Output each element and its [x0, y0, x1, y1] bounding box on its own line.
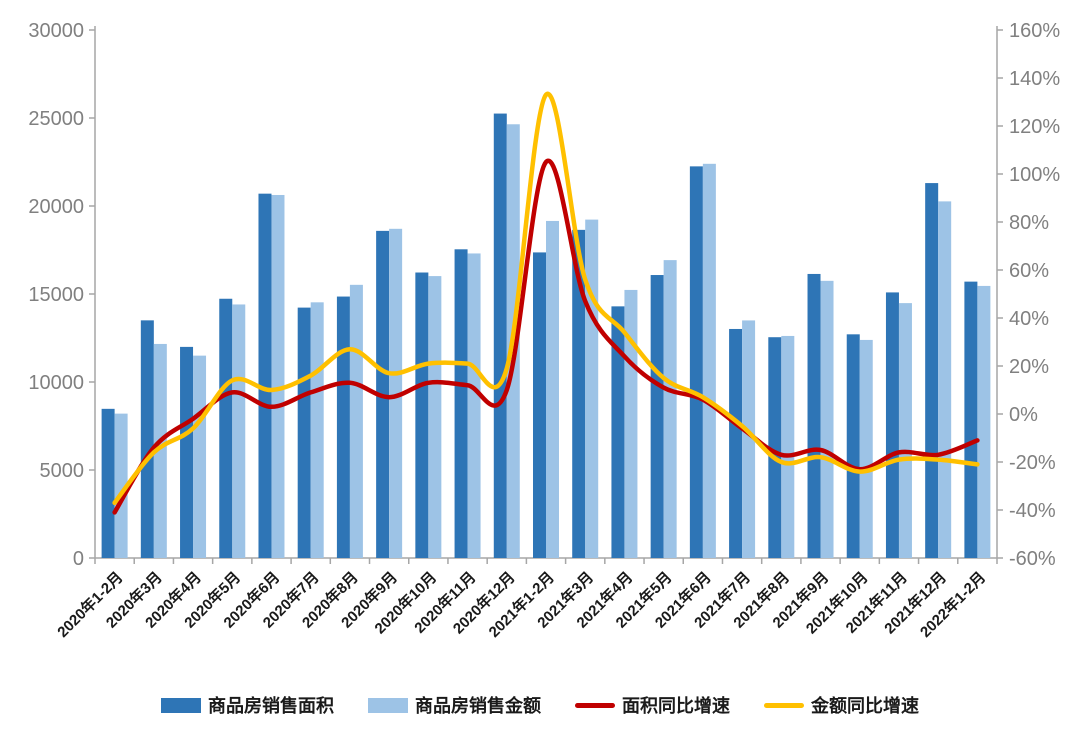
line-swatch-red-icon — [575, 702, 615, 708]
bar-sales-amount — [389, 228, 403, 558]
line-area-growth — [112, 158, 980, 515]
left-axis-tick-label: 25000 — [28, 108, 84, 130]
chart-legend: 商品房销售面积 商品房销售金额 面积同比增速 金额同比增速 — [0, 692, 1080, 718]
left-axis-tick-label: 5000 — [40, 460, 85, 482]
right-axis-tick-label: -60% — [1009, 548, 1056, 570]
right-axis-tick-label: 80% — [1009, 212, 1049, 234]
right-axis-tick-label: 120% — [1009, 116, 1060, 138]
bar-swatch-light-blue-icon — [368, 697, 408, 713]
right-axis-tick-label: 20% — [1009, 356, 1049, 378]
bar-sales-area — [729, 328, 743, 558]
left-axis-tick-label: 10000 — [28, 372, 84, 394]
bar-sales-amount — [859, 339, 873, 558]
bar-swatch-dark-blue-icon — [161, 697, 201, 713]
legend-item-sales-area: 商品房销售面积 — [161, 692, 334, 718]
legend-label: 金额同比增速 — [811, 696, 919, 716]
bar-sales-area — [454, 249, 468, 558]
legend-label: 面积同比增速 — [622, 696, 730, 716]
bar-sales-area — [219, 298, 233, 558]
bar-sales-amount — [898, 303, 912, 558]
bar-sales-area — [101, 408, 115, 558]
right-axis-tick-label: 140% — [1009, 68, 1060, 90]
bar-sales-area — [650, 275, 664, 558]
bar-sales-amount — [193, 355, 207, 558]
right-axis-tick-label: 40% — [1009, 308, 1049, 330]
bar-sales-area — [258, 193, 272, 558]
right-axis-tick-label: -40% — [1009, 500, 1056, 522]
legend-item-amount-growth: 金额同比增速 — [764, 692, 919, 718]
bar-sales-amount — [781, 335, 795, 558]
legend-item-area-growth: 面积同比增速 — [575, 692, 730, 718]
bar-sales-amount — [114, 413, 128, 558]
bar-sales-amount — [702, 163, 716, 558]
bar-sales-area — [611, 306, 625, 558]
bar-sales-area — [140, 320, 154, 558]
legend-label: 商品房销售金额 — [415, 696, 541, 716]
right-axis-tick-label: 160% — [1009, 20, 1060, 42]
bar-sales-amount — [742, 320, 756, 558]
bar-sales-area — [493, 113, 507, 559]
bar-sales-amount — [153, 343, 167, 558]
bar-sales-area — [572, 229, 586, 558]
bar-sales-area — [925, 183, 939, 559]
bar-sales-area — [964, 281, 978, 558]
bar-sales-area — [297, 307, 311, 558]
right-axis-tick-label: 100% — [1009, 164, 1060, 186]
bar-sales-area — [885, 292, 899, 558]
bar-sales-amount — [546, 220, 559, 559]
legend-label: 商品房销售面积 — [208, 696, 334, 716]
left-axis-tick-label: 0 — [73, 548, 84, 570]
line-swatch-yellow-icon — [764, 702, 804, 708]
right-axis-tick-label: 0% — [1009, 404, 1038, 426]
right-axis-tick-label: -20% — [1009, 452, 1056, 474]
legend-item-sales-amount: 商品房销售金额 — [368, 692, 541, 718]
right-axis-tick-label: 60% — [1009, 260, 1049, 282]
bar-sales-amount — [232, 304, 246, 558]
bar-sales-amount — [820, 280, 834, 558]
bar-sales-amount — [977, 285, 991, 558]
bar-sales-area — [689, 166, 703, 558]
left-axis-tick-label: 20000 — [28, 196, 84, 218]
left-axis-tick-label: 30000 — [28, 20, 84, 42]
bar-sales-amount — [310, 302, 324, 558]
bar-sales-area — [180, 346, 194, 558]
bar-sales-amount — [428, 276, 442, 558]
bar-sales-area — [846, 334, 860, 558]
bar-sales-area — [415, 272, 429, 558]
bar-sales-area — [768, 337, 782, 558]
bar-sales-amount — [624, 289, 638, 558]
line-amount-growth — [112, 91, 980, 506]
bar-sales-amount — [585, 219, 599, 558]
bar-sales-amount — [271, 194, 285, 558]
bar-sales-area — [336, 296, 350, 558]
bar-sales-amount — [349, 284, 363, 558]
bar-sales-area — [807, 273, 821, 558]
bar-sales-area — [533, 252, 546, 558]
left-axis-tick-label: 15000 — [28, 284, 84, 306]
bar-sales-amount — [938, 201, 952, 558]
bar-sales-amount — [467, 253, 481, 559]
bar-sales-amount — [663, 260, 677, 558]
